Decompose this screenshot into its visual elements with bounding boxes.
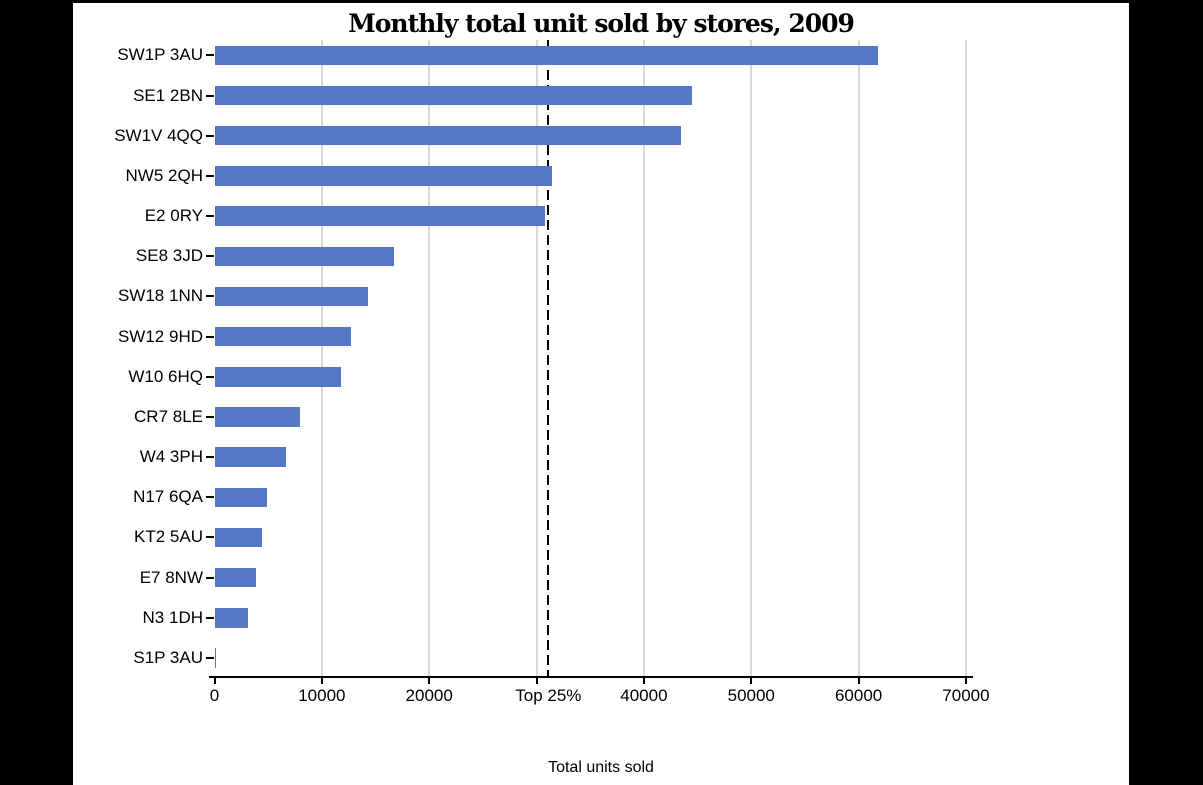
bar-cr7-8le: [214, 407, 301, 427]
gridline: [320, 40, 323, 676]
bar-sw1p-3au: [214, 45, 878, 66]
x-axis-tick: [320, 678, 323, 684]
y-axis-tick-label: N17 6QA: [133, 487, 203, 507]
y-axis-tick: [206, 375, 214, 378]
y-axis-tick: [206, 215, 214, 218]
bar-sw12-9hd: [214, 326, 351, 347]
bar-n3-1dh: [214, 608, 249, 628]
x-axis-title: Total units sold: [548, 759, 654, 776]
y-axis-tick-label: S1P 3AU: [133, 647, 203, 667]
chart-title: Monthly total unit sold by stores, 2009: [348, 9, 855, 38]
bar-se1-2bn: [214, 85, 693, 106]
gridline: [964, 40, 967, 676]
reference-line-top-25: [547, 40, 550, 676]
bar-n17-6qa: [214, 487, 268, 508]
y-axis-tick: [206, 255, 214, 258]
top-black-border: [0, 0, 1203, 3]
y-axis-tick: [206, 496, 214, 499]
y-axis-tick-label: SW1P 3AU: [117, 45, 203, 65]
x-axis-tick: [428, 678, 431, 684]
x-axis-tick-label: 10000: [298, 686, 346, 705]
x-axis-tick-label: 50000: [727, 686, 775, 705]
bar-sw18-1nn: [214, 286, 368, 307]
bar-kt2-5au: [214, 527, 263, 548]
gridline: [750, 40, 753, 676]
bar-sw1v-4qq: [214, 125, 682, 146]
x-axis-tick: [213, 678, 216, 684]
y-axis-tick-label: N3 1DH: [142, 607, 203, 627]
y-axis-tick: [206, 335, 214, 338]
y-axis-tick-label: KT2 5AU: [134, 527, 203, 547]
y-axis-tick-label: SW18 1NN: [117, 286, 203, 306]
x-axis-tick-label: 60000: [834, 686, 883, 705]
x-axis-tick: [535, 678, 538, 684]
x-axis-tick-label: Top 25%: [515, 686, 582, 705]
gridline: [857, 40, 860, 676]
x-axis-tick: [857, 678, 860, 684]
bar-nw5-2qh: [214, 166, 552, 186]
y-axis-tick-label: SW1V 4QQ: [114, 125, 203, 145]
y-axis-tick-label: CR7 8LE: [134, 406, 203, 426]
y-axis-tick-label: E2 0RY: [144, 206, 203, 226]
y-axis-tick: [206, 536, 214, 539]
x-axis-tick-label: 0: [209, 686, 220, 705]
bar-w10-6hq: [214, 367, 342, 387]
y-axis-tick: [206, 174, 214, 177]
y-axis-tick: [206, 656, 214, 659]
x-axis-tick: [750, 678, 753, 684]
left-black-border: [0, 0, 73, 785]
bar-w4-3ph: [214, 447, 287, 467]
y-axis-tick: [206, 54, 214, 57]
y-axis-tick-label: SE1 2BN: [133, 85, 203, 105]
y-axis-tick-label: W10 6HQ: [128, 366, 203, 386]
x-axis-tick: [964, 678, 967, 684]
y-axis-tick: [206, 576, 214, 579]
gridline: [642, 40, 645, 676]
y-axis-tick-label: SW12 9HD: [117, 326, 203, 346]
y-axis-tick-label: SE8 3JD: [135, 246, 203, 266]
y-axis-tick-label: W4 3PH: [139, 447, 203, 467]
y-axis-tick-label: NW5 2QH: [125, 165, 203, 185]
y-axis-tick: [206, 134, 214, 137]
y-axis-tick: [206, 295, 214, 298]
y-axis-tick-label: E7 8NW: [139, 567, 203, 587]
y-axis-tick: [206, 456, 214, 459]
bar-e2-0ry: [214, 206, 546, 226]
gridline: [428, 40, 431, 676]
y-axis-tick: [206, 616, 214, 619]
x-axis-tick: [642, 678, 645, 684]
x-axis-tick-label: 40000: [620, 686, 668, 705]
y-axis-tick: [206, 94, 214, 97]
x-axis-tick-label: 20000: [405, 686, 453, 705]
x-axis-line: [209, 676, 973, 678]
right-black-border: [1129, 0, 1203, 785]
gridline: [535, 40, 538, 676]
bar-s1p-3au: [214, 648, 217, 668]
bar-e7-8nw: [214, 567, 257, 588]
y-axis-tick: [206, 415, 214, 418]
bar-se8-3jd: [214, 246, 394, 266]
x-axis-tick-label: 70000: [942, 686, 990, 705]
